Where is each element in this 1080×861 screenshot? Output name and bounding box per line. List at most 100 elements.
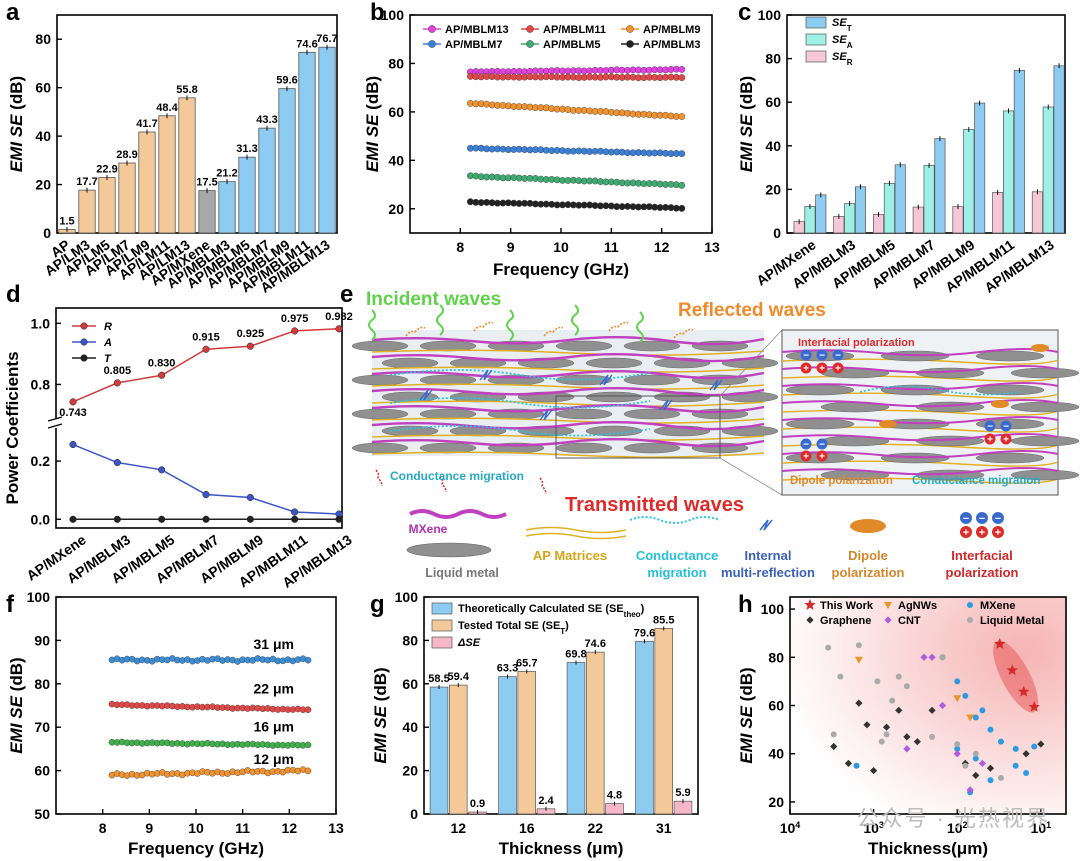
plot-frame [56, 14, 338, 234]
x-axis-label: Thickness(μm) [868, 839, 988, 858]
bar [258, 127, 276, 234]
legend-charge-sign: − [979, 513, 985, 525]
mxene-sheet [371, 336, 765, 346]
bar [635, 640, 654, 815]
liquid-metal-droplet [1010, 469, 1080, 481]
conductance-path [389, 369, 651, 381]
reflected-wave [673, 328, 694, 339]
label-incident-waves: Incident waves [366, 289, 501, 310]
y-tick-label: 80 [35, 31, 51, 47]
scatter-point [929, 733, 936, 740]
scatter-point [928, 706, 936, 714]
scatter-point [979, 707, 986, 714]
bar [815, 194, 827, 234]
data-point [113, 515, 121, 523]
panel-letter-h: h [738, 591, 753, 618]
legend-charge [992, 512, 1004, 524]
incident-wave [506, 309, 514, 341]
x-tick-label: 13 [704, 239, 720, 255]
charge [800, 450, 812, 462]
scatter-point [853, 762, 860, 769]
scatter-point [895, 706, 903, 714]
inset-label-dipole: Dipole polarization [790, 475, 893, 487]
inset-label-conductance: Conductance migration [912, 475, 1040, 487]
scatter-point [903, 683, 910, 690]
conductance-path [859, 385, 1021, 396]
legend-label: MXene [980, 600, 1015, 612]
bar [1031, 191, 1043, 234]
scatter-point [938, 701, 947, 710]
data-label: 0.915 [192, 331, 220, 343]
legend-marker [428, 40, 436, 48]
bar [952, 206, 964, 234]
scatter-point [954, 678, 961, 685]
incident-wave [571, 304, 579, 336]
scatter-point [1037, 740, 1045, 748]
inset-label-interfacial: Interfacial polarization [798, 337, 915, 349]
ap-matrix-fiber [371, 434, 765, 441]
bar [298, 51, 316, 234]
scatter-point [830, 742, 838, 751]
dipole [1031, 344, 1049, 352]
liquid-metal-droplet [1010, 401, 1080, 413]
ap-matrix-fiber [371, 349, 765, 356]
scatter-point [967, 617, 973, 623]
scatter-point [895, 673, 902, 680]
legend-dipole-1: Dipole [848, 548, 888, 563]
reflection-arrow [479, 369, 493, 381]
liquid-metal-droplet [975, 350, 1045, 362]
y-tick-label: 20 [765, 181, 781, 197]
data-point [113, 458, 121, 467]
legend-marker [626, 40, 634, 48]
mxene-sheet [371, 421, 765, 431]
data-label: 0.805 [104, 365, 132, 377]
ap-matrix-fiber [371, 383, 765, 390]
legend-charge-sign: + [979, 527, 985, 539]
data-point [304, 767, 312, 775]
data-label: 41.7 [136, 118, 157, 130]
legend-label: SEA [832, 34, 853, 50]
data-point [69, 398, 77, 406]
bar [138, 131, 156, 234]
reflected-wave [543, 326, 564, 337]
highlight-ellipse [993, 640, 1039, 713]
scatter-point [844, 759, 853, 767]
data-point [202, 345, 210, 353]
charge-sign: + [803, 364, 809, 375]
ap-matrix-fiber [371, 451, 765, 458]
liquid-metal-droplet [351, 340, 409, 352]
bar [517, 671, 537, 815]
legend-marker [80, 322, 88, 330]
y-axis-label: EMI SE (dB) [363, 76, 382, 172]
liquid-metal-droplet [585, 391, 643, 403]
legend-conductance-icon [629, 516, 721, 524]
legend-charge [960, 526, 972, 538]
y-tick-label: 60 [768, 698, 784, 714]
reflection-arrow [659, 399, 673, 411]
legend-conductance-2: migration [647, 565, 706, 580]
scatter-point [953, 750, 961, 758]
bar [1053, 65, 1065, 234]
bar [566, 662, 586, 815]
legend-marker [80, 354, 88, 362]
mxene-sheet [371, 438, 765, 448]
scatter-point [806, 616, 814, 624]
charge [832, 362, 844, 374]
x-tick-label: 13 [328, 820, 344, 836]
charge-sign: − [803, 440, 809, 451]
bar [198, 190, 216, 234]
watermark: 公众号 · 光热视界 [856, 806, 1050, 831]
transmitted-wave [375, 469, 383, 487]
bar [844, 203, 856, 234]
scatter-point [874, 678, 881, 685]
scatter-point [1028, 700, 1040, 712]
charge-sign: − [819, 440, 825, 451]
data-point [678, 66, 686, 73]
conductance-path [389, 397, 651, 409]
legend-label: AP/MBLM5 [543, 39, 600, 51]
panel-letter-e: e [340, 281, 353, 308]
data-label: 43.3 [256, 114, 277, 126]
scatter-point [997, 738, 1004, 745]
legend-marker [80, 338, 88, 346]
data-point [69, 440, 77, 449]
